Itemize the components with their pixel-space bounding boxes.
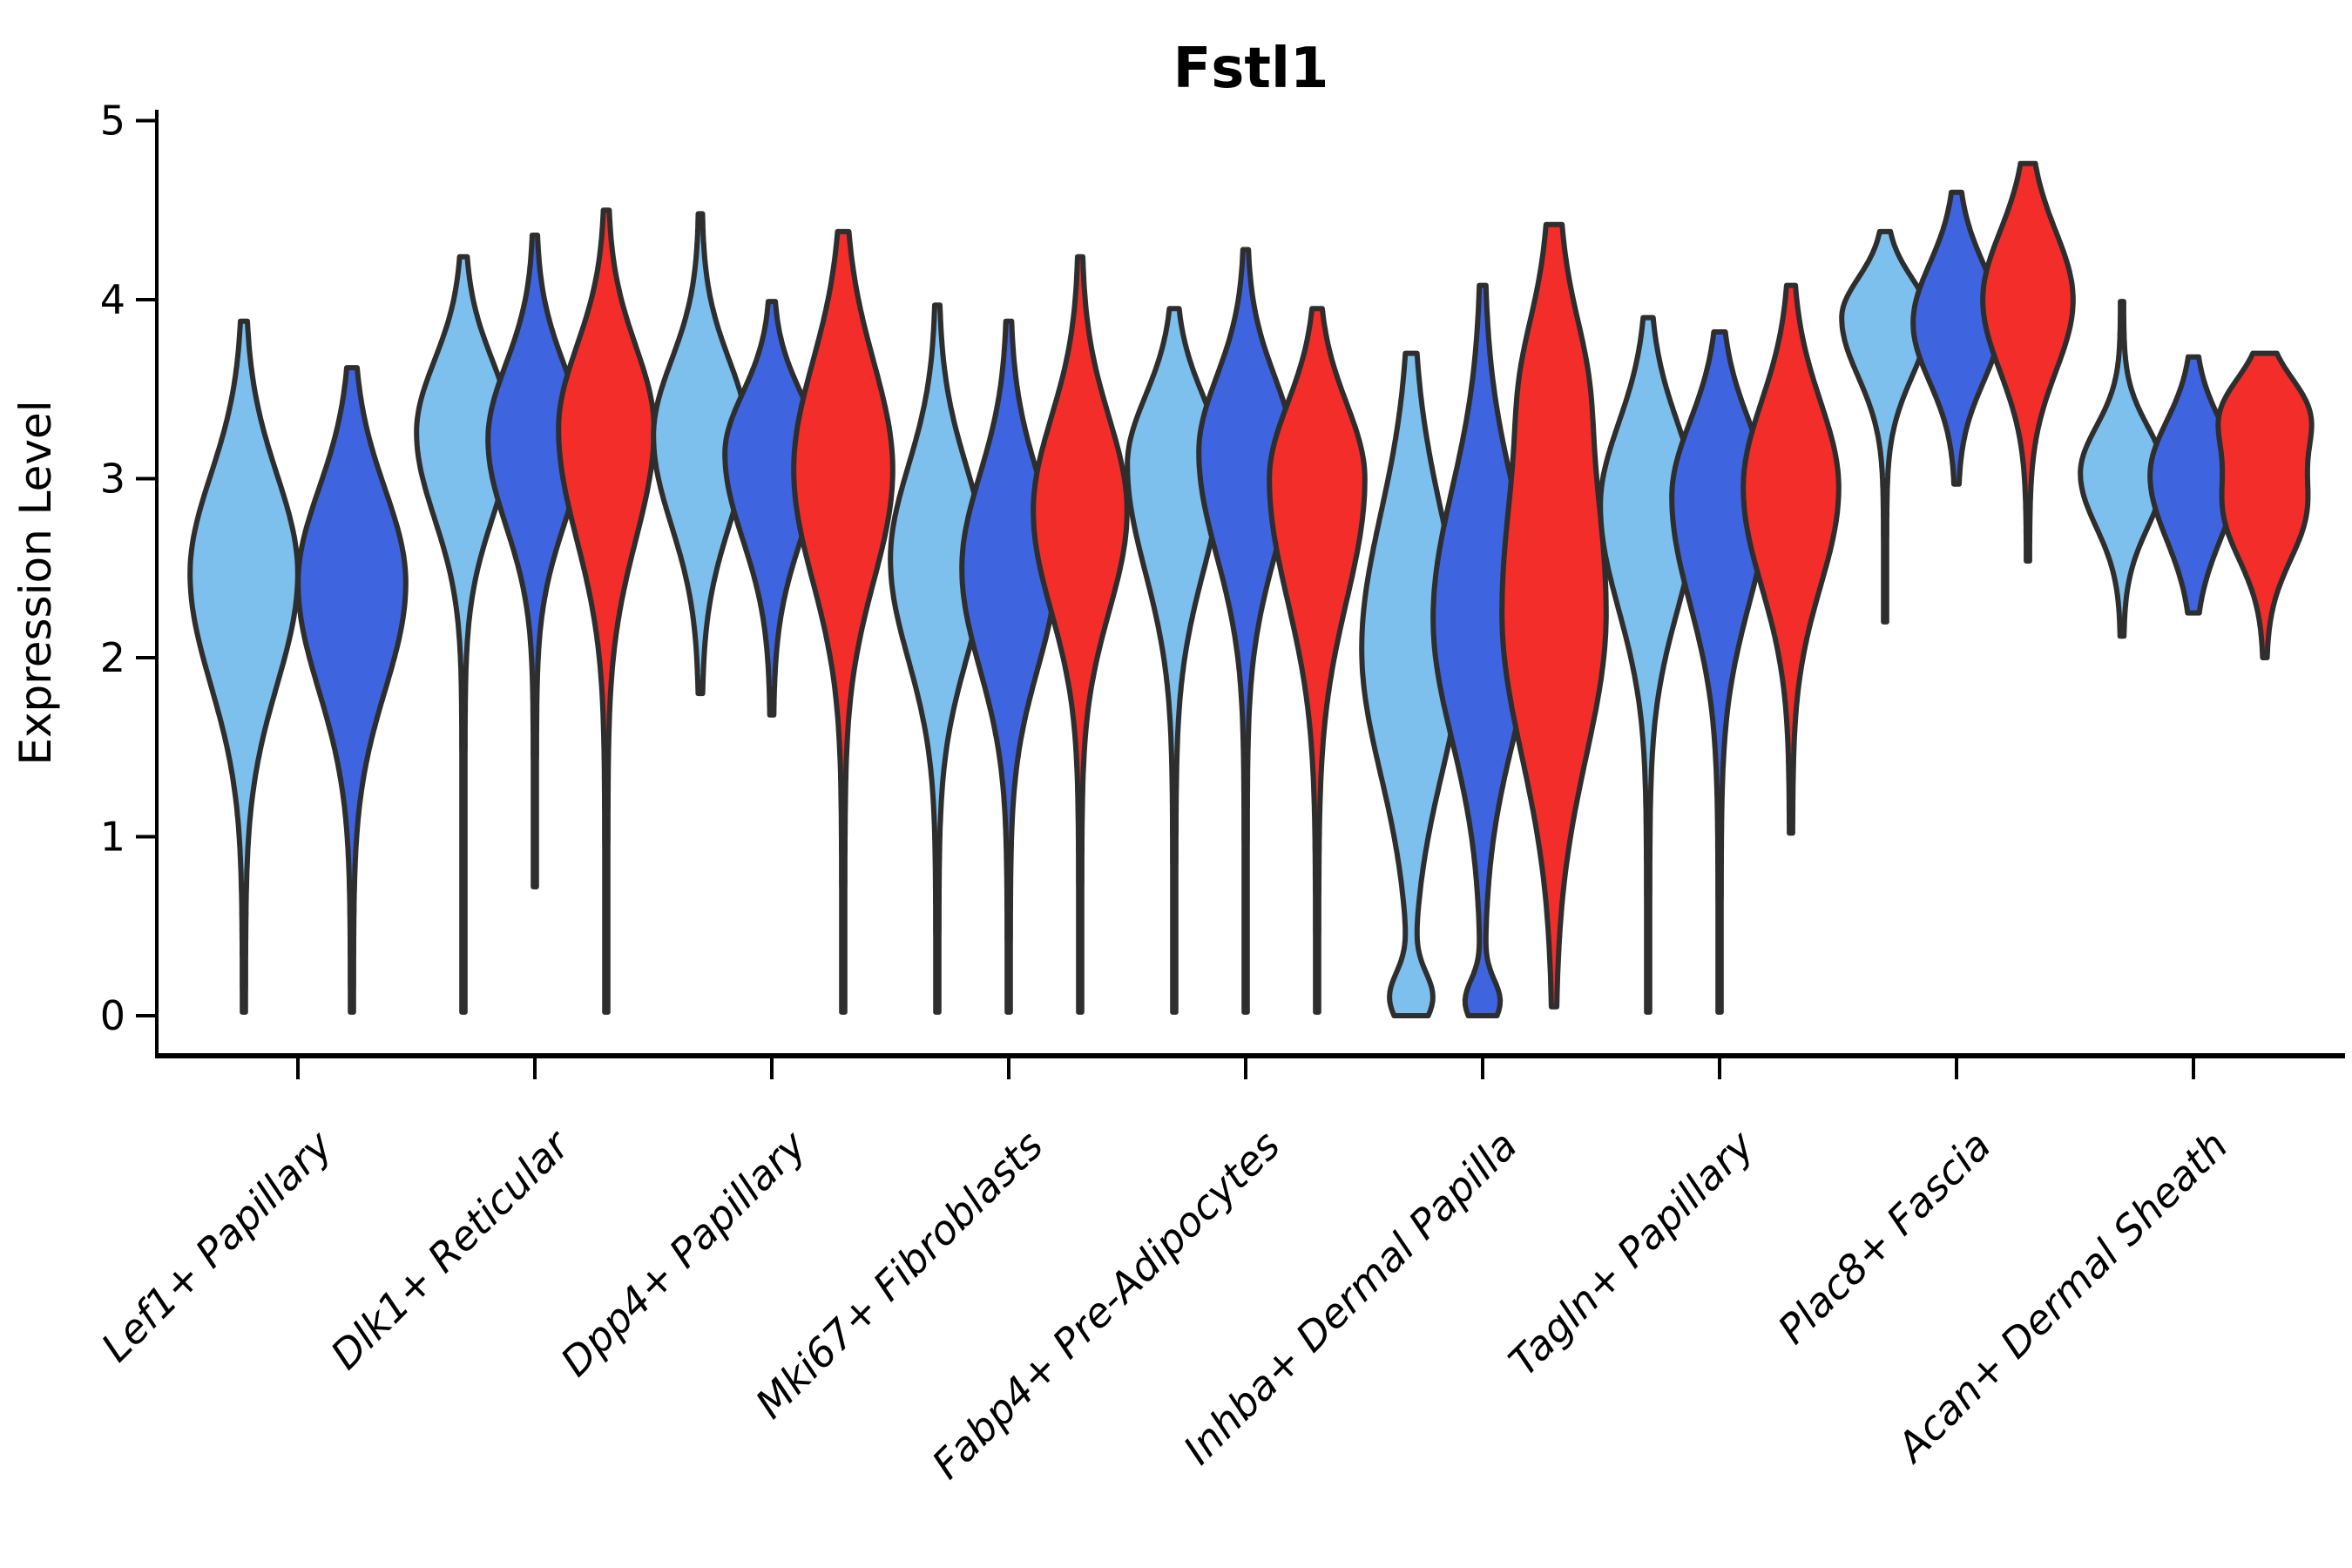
violin-light_blue-group-3: [888, 302, 987, 1015]
violin-red-group-6: [1740, 282, 1842, 836]
x-tick-label-group-0: Lef1+ Papillary: [92, 1121, 341, 1370]
violin-red-group-2: [791, 228, 896, 1015]
violin-red-group-3: [1031, 253, 1130, 1015]
x-tick-label-group-7: Plac8+ Fascia: [1768, 1122, 1999, 1353]
violin-red-group-8: [2215, 350, 2315, 660]
violin-red-group-7: [1980, 160, 2076, 564]
violin-red-group-1: [556, 207, 657, 1015]
violin-light_blue-group-6: [1598, 314, 1699, 1015]
violin-dark_blue-group-4: [1196, 247, 1295, 1015]
violin-dark_blue-group-0: [295, 365, 409, 1015]
x-tick-label-group-2: Dpp4+ Papillary: [551, 1121, 815, 1385]
violin-light_blue-group-1: [414, 253, 513, 1015]
violin-light_blue-group-4: [1125, 306, 1224, 1015]
y-tick-label: 2: [100, 634, 125, 681]
violin-red-group-4: [1267, 306, 1368, 1015]
violin-light_blue-group-7: [1839, 228, 1931, 625]
violin-light_blue-group-2: [651, 211, 750, 697]
y-tick-label: 0: [100, 992, 125, 1039]
x-tick-label-group-6: Tagln+ Papillary: [1499, 1121, 1763, 1385]
y-tick-label: 5: [100, 98, 125, 145]
violin-dark_blue-group-1: [485, 233, 585, 889]
violin-light_blue-group-8: [2078, 299, 2166, 639]
y-tick-label: 3: [100, 456, 125, 503]
violin-dark_blue-group-3: [959, 318, 1058, 1015]
violin-red-group-5: [1499, 221, 1609, 1010]
violin-light_blue-group-0: [187, 318, 301, 1015]
chart-title: Fstl1: [1173, 37, 1329, 101]
y-tick-label: 4: [100, 276, 125, 323]
y-axis-label: Expression Level: [10, 400, 61, 765]
x-tick-label-group-1: Dlk1+ Reticular: [321, 1119, 580, 1378]
y-tick-label: 1: [100, 814, 125, 861]
